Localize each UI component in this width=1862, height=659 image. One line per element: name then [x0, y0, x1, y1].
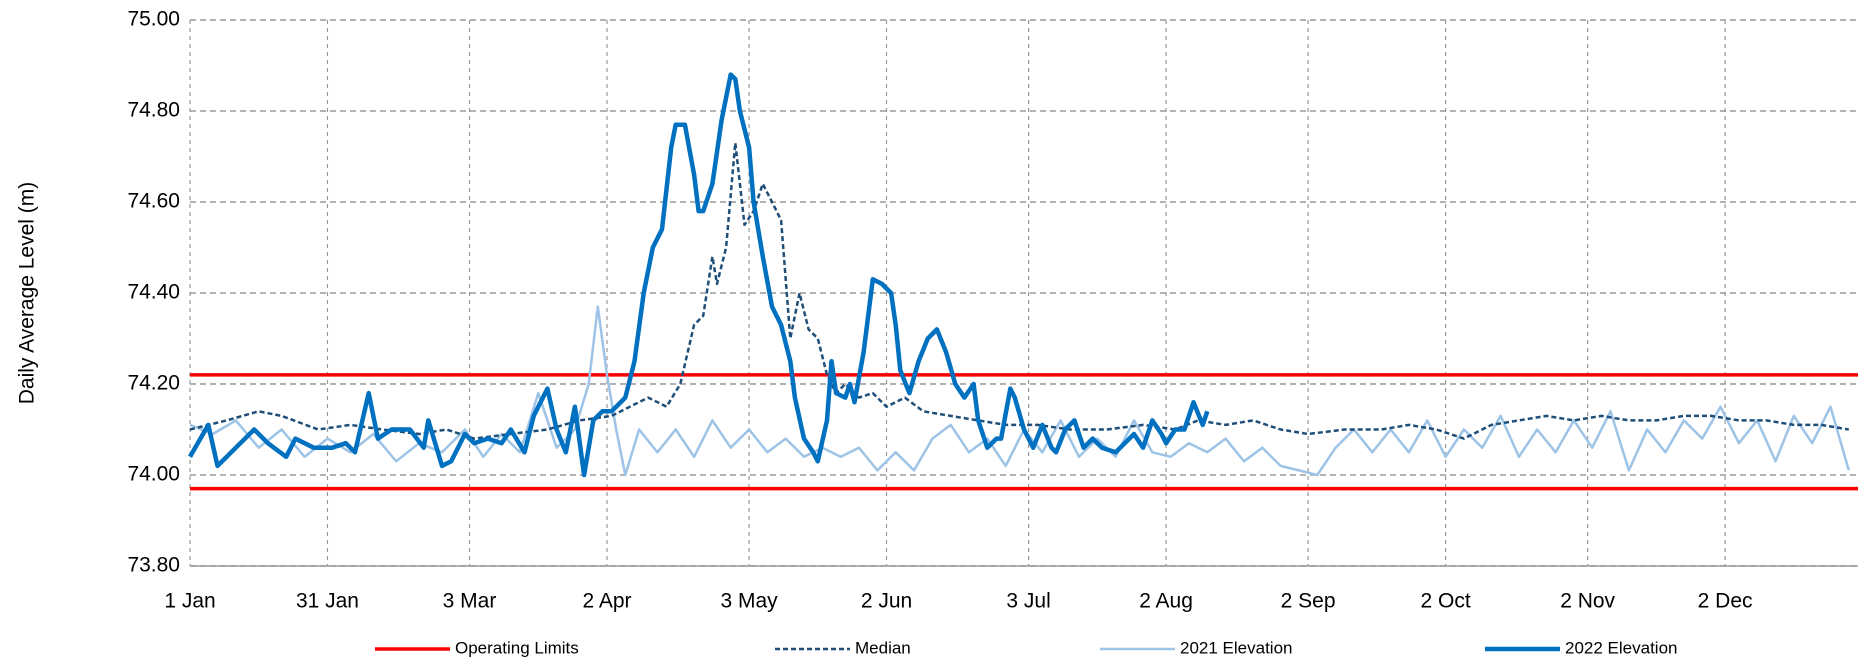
legend-label: Median — [855, 638, 911, 657]
y-tick-label: 74.80 — [127, 99, 180, 122]
x-tick-label: 2 Sep — [1281, 590, 1336, 613]
y-axis-label: Daily Average Level (m) — [16, 182, 39, 405]
x-tick-label: 2 Jun — [861, 590, 912, 613]
y-tick-label: 74.00 — [127, 463, 180, 486]
x-tick-label: 31 Jan — [296, 590, 359, 613]
x-tick-label: 3 Mar — [443, 590, 497, 613]
x-tick-label: 2 Oct — [1420, 590, 1470, 613]
y-tick-label: 75.00 — [127, 8, 180, 31]
legend-label: 2022 Elevation — [1565, 638, 1677, 657]
legend-label: 2021 Elevation — [1180, 638, 1292, 657]
x-tick-label: 2 Dec — [1698, 590, 1753, 613]
y-tick-label: 74.60 — [127, 190, 180, 213]
y-tick-label: 74.20 — [127, 372, 180, 395]
legend: Operating Limits Median 2021 Elevation 2022… — [375, 638, 1677, 657]
x-tick-label: 1 Jan — [164, 590, 215, 613]
x-tick-label: 3 May — [720, 590, 778, 613]
series-line — [188, 72, 1210, 478]
legend-label: Operating Limits — [455, 638, 579, 657]
x-tick-label: 2 Apr — [582, 590, 631, 613]
y-tick-label: 74.40 — [127, 281, 180, 304]
x-tick-label: 2 Aug — [1139, 590, 1193, 613]
series-line — [189, 141, 1850, 440]
y-tick-label: 73.80 — [127, 554, 180, 577]
x-tick-label: 3 Jul — [1006, 590, 1050, 613]
x-tick-label: 2 Nov — [1560, 590, 1615, 613]
